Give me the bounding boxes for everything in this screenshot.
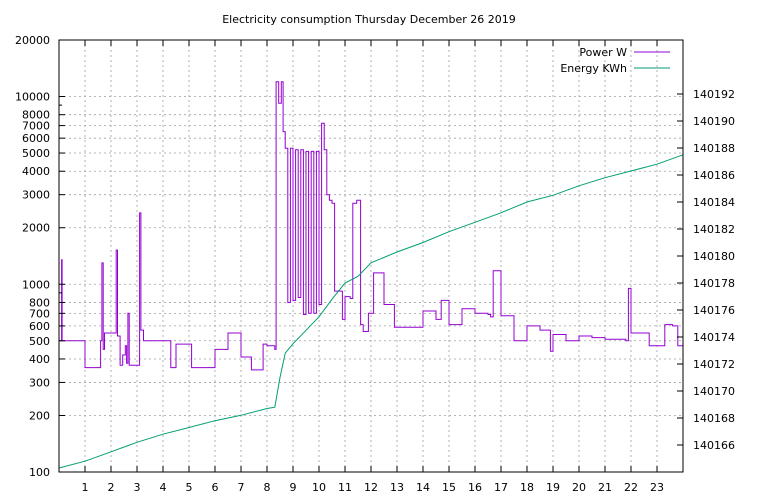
- x-tick-label: 11: [338, 481, 352, 494]
- y-tick-label: 20000: [15, 34, 50, 47]
- y-tick-label: 200: [29, 409, 50, 422]
- x-tick-label: 7: [238, 481, 245, 494]
- x-tick-label: 22: [624, 481, 638, 494]
- y-tick-label: 1000: [22, 278, 50, 291]
- y2-tick-label: 140184: [693, 196, 735, 209]
- x-tick-label: 8: [264, 481, 271, 494]
- x-tick-label: 16: [468, 481, 482, 494]
- x-tick-label: 5: [186, 481, 193, 494]
- legend-label: Power W: [579, 46, 627, 59]
- y-tick-label: 2000: [22, 222, 50, 235]
- y2-tick-label: 140176: [693, 304, 735, 317]
- x-tick-label: 19: [546, 481, 560, 494]
- y-tick-label: 8000: [22, 109, 50, 122]
- y-tick-label: 100: [29, 466, 50, 479]
- x-tick-label: 9: [290, 481, 297, 494]
- x-tick-label: 1: [82, 481, 89, 494]
- x-tick-label: 18: [520, 481, 534, 494]
- y-tick-label: 4000: [22, 165, 50, 178]
- y2-tick-label: 140172: [693, 358, 735, 371]
- y-tick-label: 500: [29, 335, 50, 348]
- ticks-layer: 1 2 3 4 5 6 7 8 9 10 11 12 13 14 15 16 17 18 19 20 21 22 23100…: [15, 34, 735, 494]
- x-tick-label: 17: [494, 481, 508, 494]
- y2-tick-label: 140190: [693, 115, 735, 128]
- energy-series-line: [58, 154, 684, 469]
- y2-tick-label: 140182: [693, 223, 735, 236]
- y-tick-label: 300: [29, 376, 50, 389]
- y2-tick-label: 140180: [693, 250, 735, 263]
- y-tick-label: 10000: [15, 91, 50, 104]
- legend-label: Energy KWh: [560, 62, 627, 75]
- y2-tick-label: 140170: [693, 385, 735, 398]
- x-tick-label: 20: [572, 481, 586, 494]
- x-tick-label: 13: [390, 481, 404, 494]
- x-tick-label: 3: [134, 481, 141, 494]
- power-series-line: [59, 81, 683, 371]
- x-tick-label: 14: [416, 481, 430, 494]
- y2-tick-label: 140166: [693, 439, 735, 452]
- series-layer: [58, 81, 684, 469]
- y2-tick-label: 140174: [693, 331, 735, 344]
- y-tick-label: 7000: [22, 120, 50, 133]
- y2-tick-label: 140186: [693, 169, 735, 182]
- y-tick-label: 6000: [22, 132, 50, 145]
- grid-lines: [59, 40, 683, 472]
- y-tick-label: 700: [29, 307, 50, 320]
- x-tick-label: 2: [108, 481, 115, 494]
- y2-tick-label: 140168: [693, 412, 735, 425]
- y-tick-label: 600: [29, 320, 50, 333]
- y2-tick-label: 140178: [693, 277, 735, 290]
- x-tick-label: 15: [442, 481, 456, 494]
- y2-tick-label: 140188: [693, 142, 735, 155]
- x-tick-label: 12: [364, 481, 378, 494]
- legend: Power W Energy KWh: [560, 46, 670, 75]
- y-tick-label: 5000: [22, 147, 50, 160]
- x-tick-label: 21: [598, 481, 612, 494]
- x-tick-label: 4: [160, 481, 167, 494]
- y-tick-label: 3000: [22, 189, 50, 202]
- y-tick-label: 400: [29, 353, 50, 366]
- x-tick-label: 10: [312, 481, 326, 494]
- x-tick-label: 6: [212, 481, 219, 494]
- x-tick-label: 23: [650, 481, 664, 494]
- chart-title: Electricity consumption Thursday Decembe…: [222, 13, 516, 26]
- y-tick-label: 800: [29, 296, 50, 309]
- y2-tick-label: 140192: [693, 88, 735, 101]
